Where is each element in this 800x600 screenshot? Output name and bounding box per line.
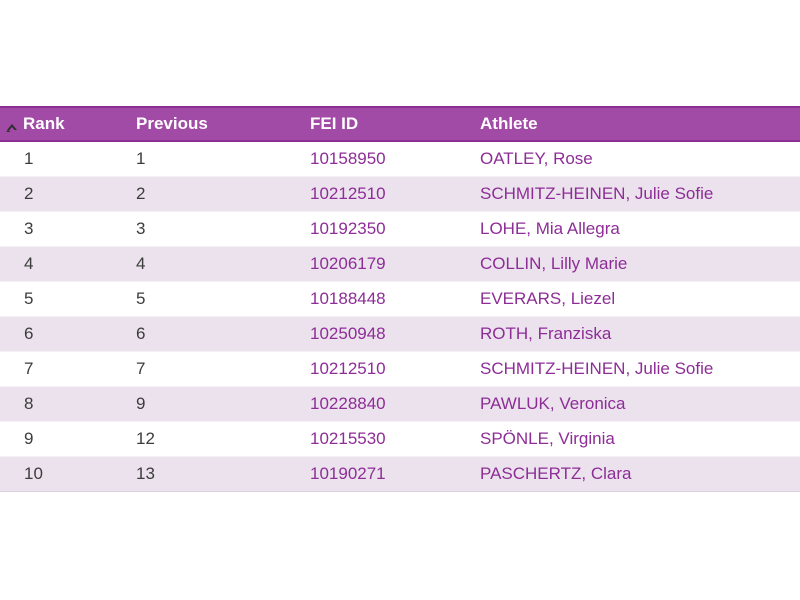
header-row: Rank Previous FEI ID Athlete	[0, 106, 800, 142]
cell-athlete[interactable]: OATLEY, Rose	[456, 141, 800, 177]
cell-athlete[interactable]: LOHE, Mia Allegra	[456, 211, 800, 247]
cell-previous: 1	[112, 141, 286, 177]
cell-rank: 9	[0, 421, 112, 457]
table-row: 8 9 10228840 PAWLUK, Veronica	[0, 386, 800, 422]
cell-previous: 4	[112, 246, 286, 282]
cell-fei-id[interactable]: 10206179	[286, 246, 456, 282]
cell-athlete[interactable]: EVERARS, Liezel	[456, 281, 800, 317]
sort-ascending-icon	[5, 118, 19, 132]
cell-rank: 7	[0, 351, 112, 387]
cell-previous: 7	[112, 351, 286, 387]
cell-fei-id[interactable]: 10158950	[286, 141, 456, 177]
column-header-fei-id[interactable]: FEI ID	[286, 106, 456, 142]
column-header-rank[interactable]: Rank	[0, 106, 112, 142]
cell-rank: 3	[0, 211, 112, 247]
cell-fei-id[interactable]: 10228840	[286, 386, 456, 422]
table-row: 4 4 10206179 COLLIN, Lilly Marie	[0, 246, 800, 282]
column-header-label: Previous	[136, 114, 208, 133]
cell-previous: 13	[112, 456, 286, 492]
table-row: 2 2 10212510 SCHMITZ-HEINEN, Julie Sofie	[0, 176, 800, 212]
cell-athlete[interactable]: SCHMITZ-HEINEN, Julie Sofie	[456, 176, 800, 212]
cell-rank: 5	[0, 281, 112, 317]
column-header-label: FEI ID	[310, 114, 359, 133]
cell-previous: 6	[112, 316, 286, 352]
cell-previous: 12	[112, 421, 286, 457]
cell-fei-id[interactable]: 10250948	[286, 316, 456, 352]
table-row: 5 5 10188448 EVERARS, Liezel	[0, 281, 800, 317]
table-row: 7 7 10212510 SCHMITZ-HEINEN, Julie Sofie	[0, 351, 800, 387]
cell-rank: 8	[0, 386, 112, 422]
cell-rank: 2	[0, 176, 112, 212]
table-row: 9 12 10215530 SPÖNLE, Virginia	[0, 421, 800, 457]
cell-fei-id[interactable]: 10192350	[286, 211, 456, 247]
table-row: 6 6 10250948 ROTH, Franziska	[0, 316, 800, 352]
cell-rank: 4	[0, 246, 112, 282]
cell-athlete[interactable]: COLLIN, Lilly Marie	[456, 246, 800, 282]
ranking-table: Rank Previous FEI ID Athlete 1 1 10158950 O…	[0, 106, 800, 492]
cell-rank: 1	[0, 141, 112, 177]
column-header-label: Athlete	[480, 114, 538, 133]
cell-athlete[interactable]: SCHMITZ-HEINEN, Julie Sofie	[456, 351, 800, 387]
cell-athlete[interactable]: ROTH, Franziska	[456, 316, 800, 352]
table-header: Rank Previous FEI ID Athlete	[0, 106, 800, 142]
cell-previous: 5	[112, 281, 286, 317]
column-header-label: Rank	[23, 114, 65, 133]
cell-fei-id[interactable]: 10188448	[286, 281, 456, 317]
cell-fei-id[interactable]: 10190271	[286, 456, 456, 492]
cell-previous: 2	[112, 176, 286, 212]
column-header-athlete[interactable]: Athlete	[456, 106, 800, 142]
cell-athlete[interactable]: PAWLUK, Veronica	[456, 386, 800, 422]
cell-rank: 6	[0, 316, 112, 352]
table-body: 1 1 10158950 OATLEY, Rose 2 2 10212510 SCHMITZ-…	[0, 141, 800, 492]
table-row: 1 1 10158950 OATLEY, Rose	[0, 141, 800, 177]
cell-rank: 10	[0, 456, 112, 492]
cell-athlete[interactable]: SPÖNLE, Virginia	[456, 421, 800, 457]
table-row: 3 3 10192350 LOHE, Mia Allegra	[0, 211, 800, 247]
cell-fei-id[interactable]: 10215530	[286, 421, 456, 457]
cell-previous: 3	[112, 211, 286, 247]
cell-fei-id[interactable]: 10212510	[286, 351, 456, 387]
cell-athlete[interactable]: PASCHERTZ, Clara	[456, 456, 800, 492]
cell-fei-id[interactable]: 10212510	[286, 176, 456, 212]
table-row: 10 13 10190271 PASCHERTZ, Clara	[0, 456, 800, 492]
cell-previous: 9	[112, 386, 286, 422]
column-header-previous[interactable]: Previous	[112, 106, 286, 142]
